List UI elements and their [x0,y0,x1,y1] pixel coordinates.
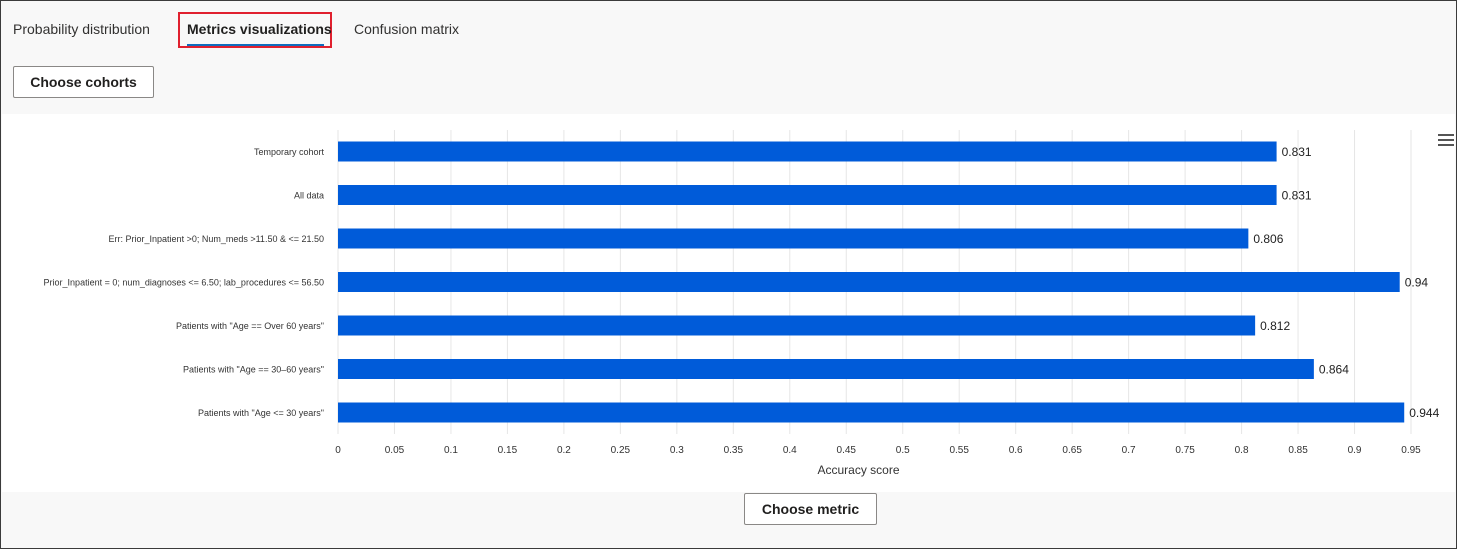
hamburger-menu-icon[interactable] [1438,134,1454,148]
active-tab-underline [187,44,324,46]
y-category-label: Prior_Inpatient = 0; num_diagnoses <= 6.… [44,278,324,288]
metrics-bar-chart: 0 0.05 0.1 0.15 0.2 0.25 0.3 0.35 0.4 0.45 0.5 0.55… [44,130,1440,477]
x-tick-label: 0.55 [949,445,969,456]
bar [338,315,1256,336]
tab-bar: Probability distribution Metrics visuali… [1,1,1456,55]
x-tick-label: 0.65 [1062,445,1082,456]
x-tick-label: 0.25 [611,445,631,456]
bar [338,141,1277,162]
x-axis-label: Accuracy score [817,463,899,477]
bar-value-label: 0.812 [1260,319,1290,333]
y-category-label: Patients with "Age <= 30 years" [198,408,324,418]
x-tick-label: 0.85 [1288,445,1308,456]
x-tick-label: 0.1 [444,445,458,456]
x-tick-label: 0.3 [670,445,684,456]
x-tick-label: 0.75 [1175,445,1195,456]
x-tick-label: 0 [335,445,341,456]
bar-value-label: 0.864 [1319,363,1349,377]
x-tick-label: 0.2 [557,445,571,456]
bar [338,228,1249,249]
x-tick-label: 0.05 [385,445,405,456]
choose-cohorts-button[interactable]: Choose cohorts [13,66,154,98]
x-tick-label: 0.9 [1348,445,1362,456]
bar [338,185,1277,205]
bar-value-label: 0.806 [1253,232,1283,246]
bar-value-label: 0.944 [1409,406,1439,420]
choose-metric-button[interactable]: Choose metric [744,493,877,525]
x-tick-label: 0.95 [1401,445,1421,456]
x-tick-label: 0.7 [1122,445,1136,456]
y-category-label: Patients with "Age == Over 60 years" [176,321,324,331]
y-category-label: Patients with "Age == 30–60 years" [183,365,324,375]
bar-value-label: 0.94 [1405,276,1429,290]
bar [338,359,1314,379]
x-tick-label: 0.5 [896,445,910,456]
x-tick-label: 0.6 [1009,445,1023,456]
bar [338,272,1400,292]
chart-panel: 0 0.05 0.1 0.15 0.2 0.25 0.3 0.35 0.4 0.45 0.5 0.55… [2,114,1455,492]
bar-value-label: 0.831 [1282,189,1312,203]
x-tick-label: 0.8 [1235,445,1249,456]
active-tab-highlight [178,12,332,48]
tab-confusion-matrix[interactable]: Confusion matrix [354,21,460,37]
bar [338,402,1405,423]
tab-metrics-visualizations[interactable]: Metrics visualizations [187,21,332,37]
x-tick-label: 0.45 [837,445,857,456]
bar-value-label: 0.831 [1282,145,1312,159]
x-tick-label: 0.35 [724,445,744,456]
y-category-label: All data [294,191,324,201]
tab-probability-distribution[interactable]: Probability distribution [13,21,150,37]
y-category-label: Err: Prior_Inpatient >0; Num_meds >11.50… [109,234,324,244]
y-category-label: Temporary cohort [254,147,325,157]
x-tick-label: 0.4 [783,445,797,456]
x-tick-label: 0.15 [498,445,518,456]
